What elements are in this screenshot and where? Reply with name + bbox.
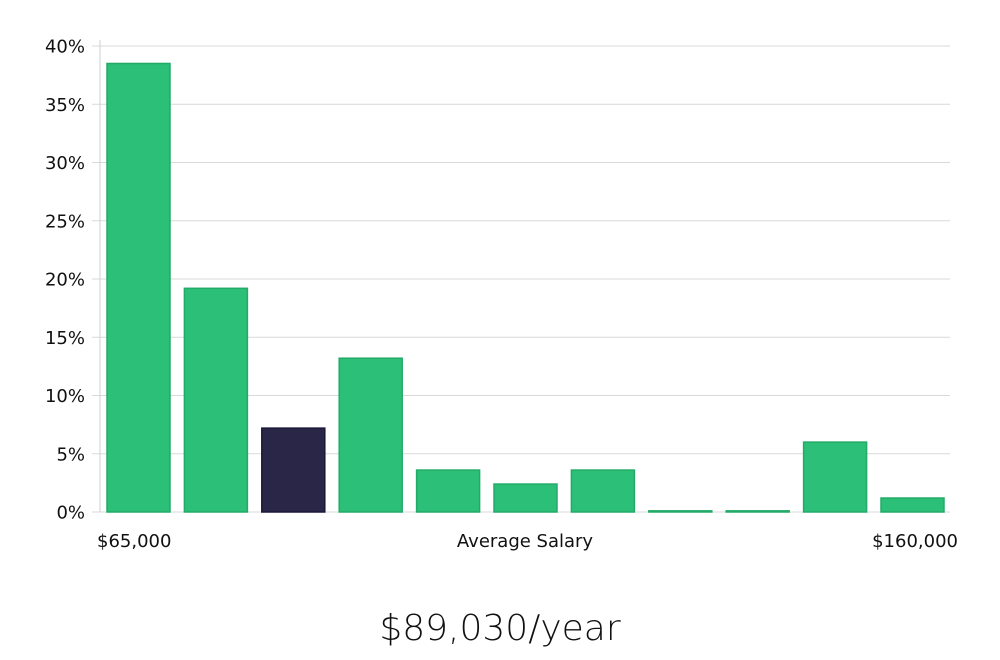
bar <box>415 469 481 513</box>
y-tick-label: 40% <box>45 37 85 58</box>
x-axis-title: Average Salary <box>457 531 594 552</box>
bar <box>802 441 868 513</box>
bar-highlighted <box>261 427 326 513</box>
salary-histogram: 0% 5% 10% 15% 20% 25% 30% 35% 40% $65,000 Averag… <box>45 37 958 553</box>
y-tick-labels: 0% 5% 10% 15% 20% 25% 30% 35% 40% <box>45 37 85 524</box>
y-tick-label: 30% <box>45 153 85 174</box>
bar <box>725 510 790 513</box>
y-tick-label: 15% <box>45 328 85 349</box>
bar <box>880 497 945 513</box>
bars <box>106 62 945 513</box>
bar <box>183 287 249 513</box>
y-tick-label: 20% <box>45 270 85 291</box>
y-tick-label: 5% <box>56 444 85 465</box>
y-tick-label: 0% <box>56 503 85 524</box>
y-tick-label: 35% <box>45 95 85 116</box>
y-tick-label: 10% <box>45 386 85 407</box>
x-min-label: $65,000 <box>97 531 171 552</box>
x-max-label: $160,000 <box>872 531 958 552</box>
bar <box>648 510 713 513</box>
average-salary-value: $89,030/year <box>379 608 621 649</box>
bar <box>493 483 558 513</box>
bar <box>106 62 171 513</box>
bar <box>338 357 403 513</box>
y-tick-label: 25% <box>45 211 85 232</box>
bar <box>570 469 636 513</box>
